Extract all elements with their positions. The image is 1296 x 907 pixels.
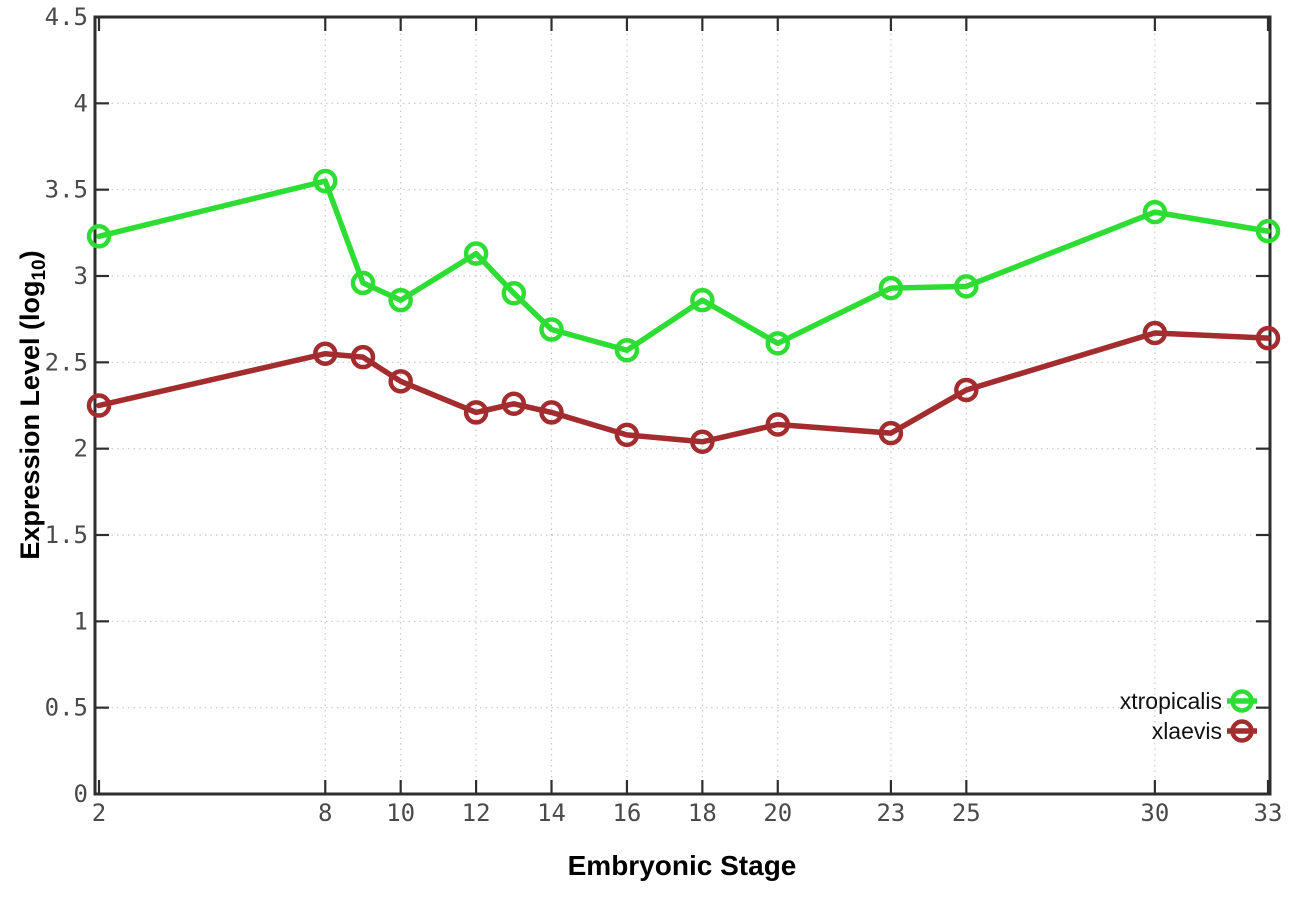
y-tick-label: 0.5 [45,694,88,722]
series-marker-xlaevis [313,341,338,366]
series-marker-xtropicalis [501,281,527,306]
series-marker-xlaevis [954,377,979,403]
legend-sample-marker-xlaevis [1230,719,1254,743]
y-tick-label: 3 [74,262,88,290]
y-axis-title-text: Expression Level (log [14,280,45,560]
series-marker-xlaevis [1142,320,1168,346]
series-marker-xtropicalis [350,270,376,296]
legend-sample-marker-xtropicalis [1230,689,1254,713]
series-marker-xlaevis [539,400,564,425]
series-marker-xlaevis [690,429,715,455]
y-axis-title: Expression Level (log10) [15,250,51,559]
series-marker-xlaevis [765,412,791,437]
y-axis-title-subscript: 10 [29,259,51,281]
series-line-xtropicalis [96,178,1271,353]
y-tick-label: 1.5 [45,521,88,549]
x-tick-label: 16 [612,799,641,827]
y-tick-label: 1 [74,607,88,635]
series-marker-xtropicalis [388,287,413,313]
x-tick-label: 30 [1140,799,1169,827]
x-tick-label: 33 [1254,799,1283,827]
x-tick-label: 12 [462,799,491,827]
series-marker-xlaevis [86,393,112,418]
series-marker-xtropicalis [1255,218,1281,244]
series-marker-xlaevis [388,369,413,394]
x-tick-label: 10 [386,799,415,827]
series-marker-xtropicalis [614,337,640,363]
series-line-xlaevis [96,330,1271,445]
x-tick-label: 20 [763,799,792,827]
y-tick-label: 2.5 [45,348,88,376]
y-tick-label: 4.5 [45,3,88,31]
plot-border [93,15,1272,796]
x-tick-label: 23 [876,799,905,827]
series-marker-xlaevis [614,422,640,448]
y-tick-label: 0 [74,780,88,808]
series-marker-xlaevis [878,420,904,446]
legend-label-xtropicalis: xtropicalis [1120,688,1222,714]
series-marker-xtropicalis [765,331,791,356]
series-marker-xtropicalis [463,241,489,266]
x-axis-title: Embryonic Stage [567,850,797,881]
series-marker-xlaevis [501,391,527,417]
series-marker-xtropicalis [539,317,564,342]
series-marker-xtropicalis [1142,199,1168,225]
x-tick-label: 2 [92,799,106,827]
series-marker-xtropicalis [690,287,715,313]
y-tick-label: 2 [74,435,88,463]
y-axis-title-suffix: ) [14,250,45,260]
x-tick-label: 8 [318,799,332,827]
series-marker-xtropicalis [86,224,112,249]
series-marker-xtropicalis [954,274,979,299]
series-marker-xlaevis [350,344,376,370]
legend-label-xlaevis: xlaevis [1152,718,1222,744]
series-marker-xtropicalis [878,275,904,301]
series-marker-xlaevis [463,400,489,425]
series-marker-xtropicalis [313,168,338,194]
x-tick-label: 18 [688,799,717,827]
x-tick-label: 14 [537,799,566,827]
series-marker-xlaevis [1255,325,1281,351]
x-tick-label: 25 [952,799,981,827]
y-tick-label: 4 [74,89,88,117]
y-tick-label: 3.5 [45,176,88,204]
